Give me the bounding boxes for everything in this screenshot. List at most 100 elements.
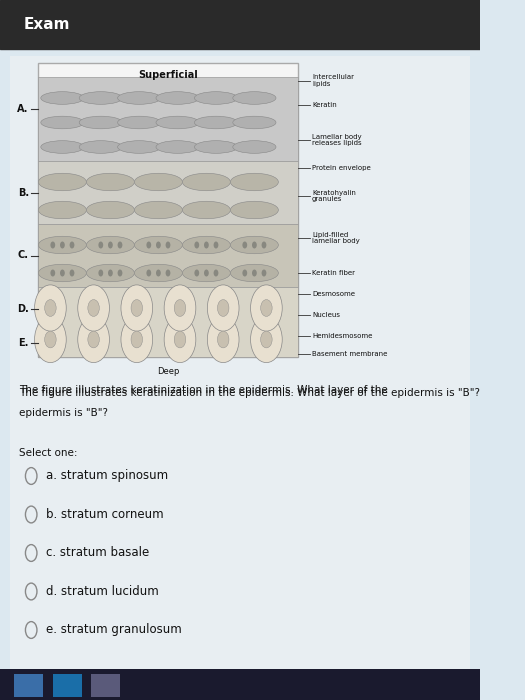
Circle shape [108, 270, 113, 276]
Ellipse shape [38, 237, 87, 254]
Circle shape [35, 316, 66, 363]
Circle shape [131, 300, 143, 316]
Text: Keratin: Keratin [312, 102, 337, 108]
Ellipse shape [134, 264, 182, 281]
Text: Select one:: Select one: [19, 448, 78, 458]
Text: C.: C. [18, 251, 29, 260]
Circle shape [88, 300, 99, 316]
Ellipse shape [230, 202, 278, 219]
Ellipse shape [194, 116, 238, 129]
Text: Lamellar body
releases lipids: Lamellar body releases lipids [312, 134, 362, 146]
Circle shape [156, 270, 161, 276]
Circle shape [45, 331, 56, 348]
Circle shape [98, 270, 103, 276]
Ellipse shape [118, 116, 161, 129]
Circle shape [78, 316, 109, 363]
Circle shape [50, 241, 55, 248]
Circle shape [217, 300, 229, 316]
Ellipse shape [38, 174, 87, 190]
Circle shape [35, 285, 66, 331]
Text: Lipid-filled
lamellar body: Lipid-filled lamellar body [312, 232, 360, 244]
Text: The figure illustrates keratinization in the epidermis. What layer of the: The figure illustrates keratinization in… [19, 385, 388, 395]
Ellipse shape [233, 92, 276, 104]
Ellipse shape [79, 92, 122, 104]
Ellipse shape [194, 141, 238, 153]
Circle shape [98, 241, 103, 248]
Circle shape [164, 285, 196, 331]
Circle shape [207, 285, 239, 331]
Text: D.: D. [17, 304, 29, 314]
Circle shape [217, 331, 229, 348]
Circle shape [204, 241, 209, 248]
Bar [38, 287, 298, 357]
Circle shape [165, 270, 171, 276]
Bar [38, 224, 298, 287]
Ellipse shape [87, 264, 134, 281]
Circle shape [194, 270, 199, 276]
Text: Protein envelope: Protein envelope [312, 165, 371, 171]
Circle shape [243, 241, 247, 248]
Ellipse shape [87, 237, 134, 254]
Circle shape [174, 331, 186, 348]
Circle shape [243, 270, 247, 276]
Circle shape [214, 270, 218, 276]
Ellipse shape [156, 116, 199, 129]
Text: d. stratum lucidum: d. stratum lucidum [46, 585, 159, 598]
Circle shape [45, 300, 56, 316]
Circle shape [252, 241, 257, 248]
Circle shape [260, 331, 272, 348]
Ellipse shape [230, 174, 278, 190]
Text: e. stratum granulosum: e. stratum granulosum [46, 624, 181, 636]
Ellipse shape [79, 141, 122, 153]
Ellipse shape [79, 116, 122, 129]
Text: B.: B. [18, 188, 29, 197]
Text: E.: E. [18, 338, 29, 348]
Circle shape [60, 270, 65, 276]
Text: c. stratum basale: c. stratum basale [46, 547, 149, 559]
Ellipse shape [156, 141, 199, 153]
Bar [53, 674, 81, 696]
Text: epidermis is "B"?: epidermis is "B"? [19, 408, 108, 418]
Circle shape [174, 300, 186, 316]
Circle shape [194, 241, 199, 248]
Text: Intercellular
lipids: Intercellular lipids [312, 74, 354, 87]
Circle shape [88, 331, 99, 348]
Text: Basement membrane: Basement membrane [312, 351, 387, 356]
Text: Keratohyalin
granules: Keratohyalin granules [312, 190, 356, 202]
Ellipse shape [182, 264, 230, 281]
Circle shape [164, 316, 196, 363]
Bar [0, 668, 480, 700]
Text: A.: A. [17, 104, 29, 113]
Ellipse shape [41, 116, 84, 129]
Text: Exam: Exam [24, 17, 70, 32]
Ellipse shape [230, 237, 278, 254]
Ellipse shape [230, 264, 278, 281]
Circle shape [146, 270, 151, 276]
Circle shape [250, 285, 282, 331]
Ellipse shape [38, 264, 87, 281]
Ellipse shape [118, 141, 161, 153]
Circle shape [131, 331, 143, 348]
FancyBboxPatch shape [38, 63, 298, 357]
Ellipse shape [182, 174, 230, 190]
Circle shape [214, 241, 218, 248]
Circle shape [118, 241, 122, 248]
Ellipse shape [87, 202, 134, 219]
Text: Keratin fiber: Keratin fiber [312, 270, 355, 276]
Circle shape [60, 241, 65, 248]
Bar [14, 674, 43, 696]
Ellipse shape [41, 92, 84, 104]
Ellipse shape [156, 92, 199, 104]
Text: b. stratum corneum: b. stratum corneum [46, 508, 163, 521]
Circle shape [165, 241, 171, 248]
Ellipse shape [118, 92, 161, 104]
Circle shape [261, 241, 266, 248]
Ellipse shape [233, 116, 276, 129]
Text: Superficial: Superficial [138, 70, 198, 80]
Bar [91, 674, 120, 696]
Text: Hemidesmosome: Hemidesmosome [312, 333, 372, 339]
Text: Nucleus: Nucleus [312, 312, 340, 318]
Circle shape [121, 285, 153, 331]
Circle shape [250, 316, 282, 363]
Ellipse shape [134, 202, 182, 219]
